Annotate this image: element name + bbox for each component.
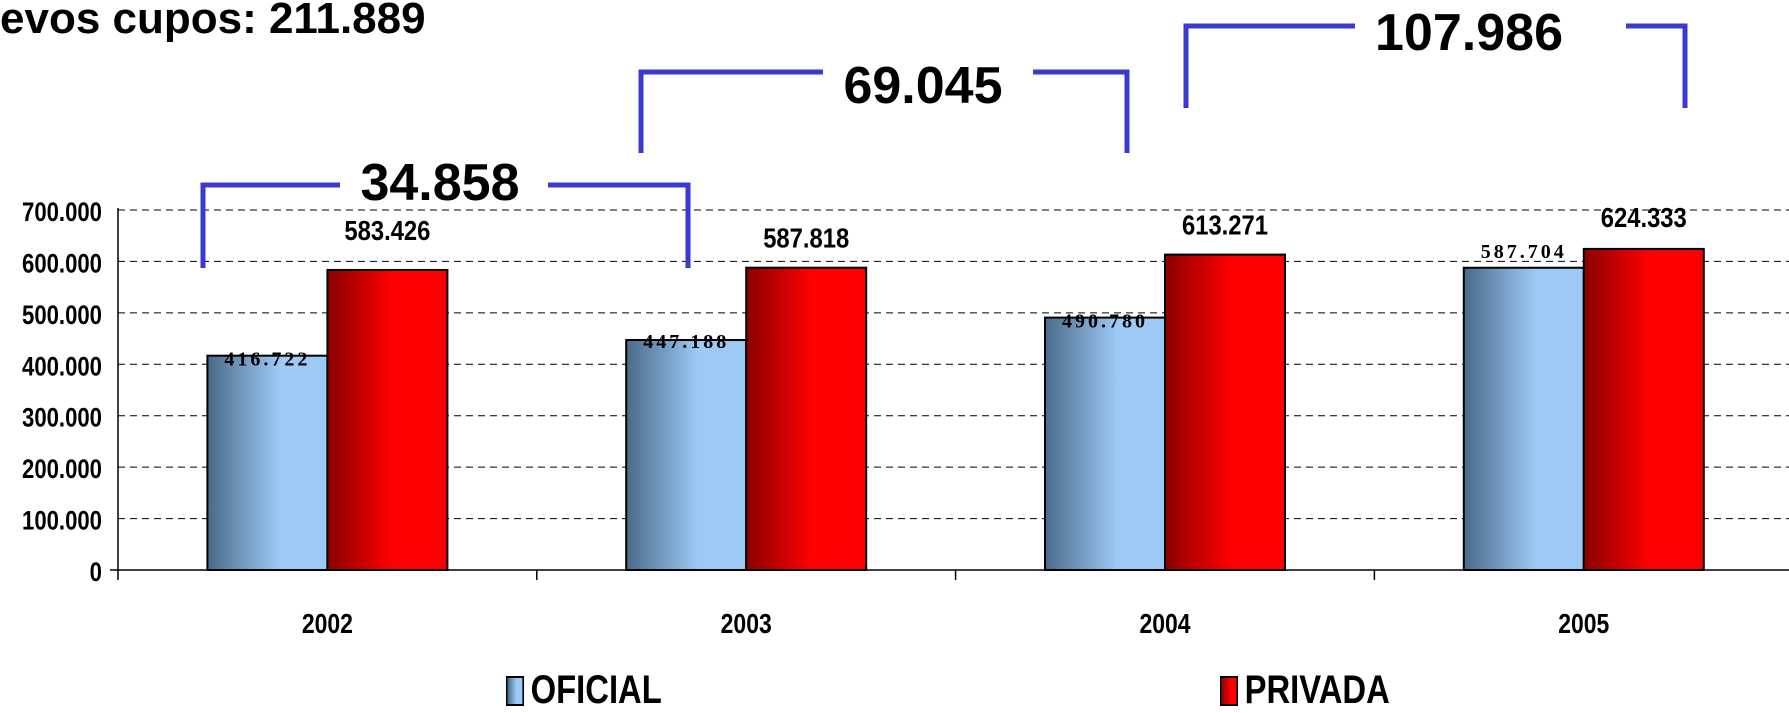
difference-label-2002-2003: 34.858 (360, 154, 519, 212)
data-label-privada-2004: 613.271 (1182, 209, 1268, 241)
difference-bracket-2002-2003 (200, 182, 691, 268)
data-label-oficial-2005: 587.704 (1481, 241, 1567, 263)
data-label-oficial-2003: 447.188 (643, 331, 729, 353)
difference-label-2004-2005: 107.986 (1375, 4, 1563, 62)
legend-label-privada: PRIVADA (1244, 668, 1390, 712)
legend-swatch-oficial (506, 675, 525, 706)
data-label-oficial-2004: 490.780 (1062, 311, 1148, 333)
legend-item-privada: PRIVADA (1220, 668, 1390, 713)
difference-label-2003-2004: 69.045 (843, 57, 1002, 115)
y-tick-label: 100.000 (22, 507, 102, 537)
chart-headline: evos cupos: 211.889 (0, 0, 426, 43)
difference-bracket-2004-2005 (1183, 23, 1688, 108)
bar-privada-2002 (326, 268, 449, 571)
bar-privada-2003 (745, 266, 868, 571)
x-tick-label-2002: 2002 (302, 609, 353, 640)
data-label-privada-2002: 583.426 (344, 214, 430, 246)
bar-oficial-2004 (1043, 316, 1166, 571)
y-tick-label: 0 (90, 558, 102, 588)
y-tick-label: 300.000 (22, 404, 102, 434)
x-tick-label-2004: 2004 (1139, 609, 1191, 640)
legend-swatch-privada (1220, 675, 1239, 706)
y-tick-label: 400.000 (22, 352, 102, 382)
difference-bracket-2003-2004 (638, 69, 1130, 153)
bar-oficial-2002 (206, 354, 329, 571)
y-tick-label: 200.000 (22, 455, 102, 485)
y-tick-label: 600.000 (22, 249, 102, 279)
bar-oficial-2003 (625, 339, 748, 572)
data-label-privada-2005: 624.333 (1601, 201, 1687, 233)
data-label-oficial-2002: 416.722 (224, 349, 310, 371)
legend-label-oficial: OFICIAL (530, 668, 662, 712)
y-tick-label: 500.000 (22, 301, 102, 331)
y-tick-label: 700.000 (22, 198, 102, 228)
legend-item-oficial: OFICIAL (506, 668, 662, 713)
x-tick-label-2003: 2003 (721, 609, 772, 640)
bar-privada-2004 (1163, 253, 1286, 571)
bar-privada-2005 (1582, 247, 1705, 571)
data-label-privada-2003: 587.818 (763, 222, 849, 254)
x-tick-label-2005: 2005 (1558, 609, 1609, 640)
bar-oficial-2005 (1462, 266, 1585, 571)
